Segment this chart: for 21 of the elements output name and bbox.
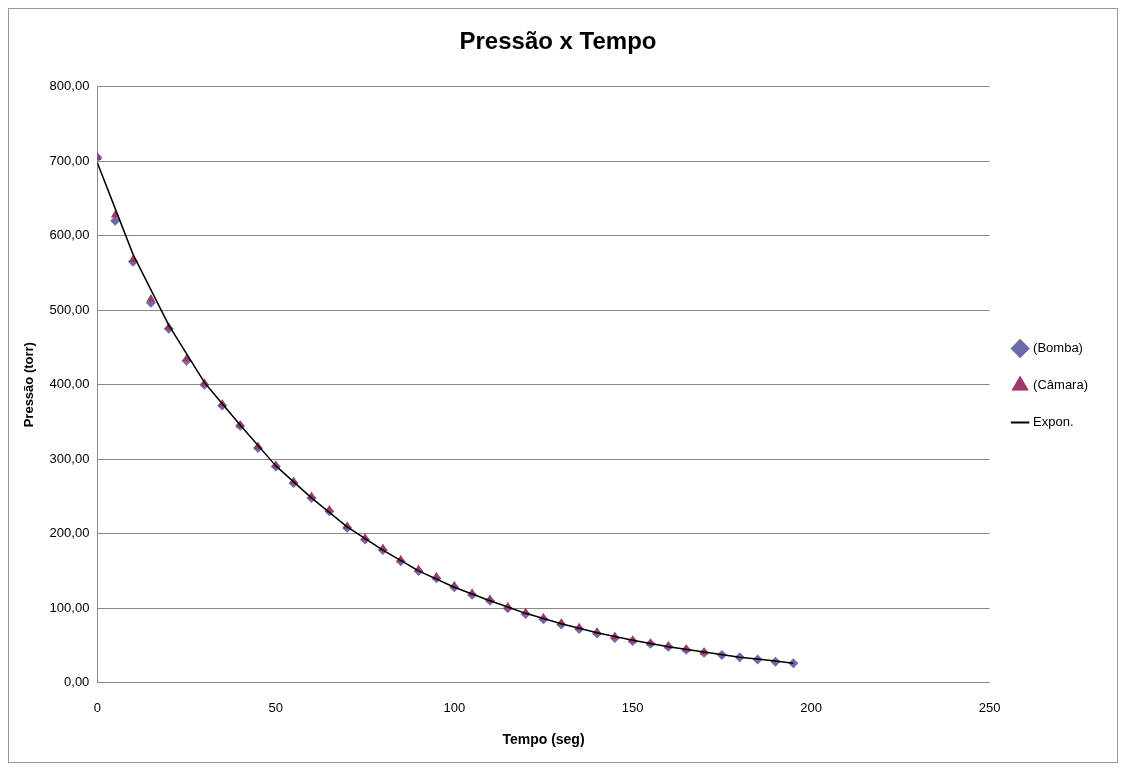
y-tick-label: 800,00 (49, 78, 90, 94)
x-tick-label: 0 (93, 699, 101, 715)
y-tick-label: 700,00 (49, 152, 90, 168)
x-tick-label: 50 (268, 699, 284, 715)
x-tick-label: 150 (621, 699, 644, 715)
y-tick-label: 0,00 (64, 674, 90, 690)
y-tick-label: 500,00 (49, 301, 90, 317)
x-tick-label: 100 (443, 699, 466, 715)
x-axis-title: Tempo (seg) (502, 731, 585, 748)
y-tick-label: 600,00 (49, 227, 90, 243)
y-tick-label: 200,00 (49, 525, 90, 541)
x-tick-label: 200 (800, 699, 823, 715)
y-axis-title: Pressão (torr) (21, 342, 37, 428)
y-tick-label: 300,00 (49, 450, 90, 466)
legend-label: (Bomba) (1033, 340, 1083, 356)
y-tick-label: 100,00 (49, 599, 90, 615)
legend-label: Expon. (1033, 414, 1074, 430)
legend-label: (Câmara) (1033, 377, 1089, 393)
y-tick-label: 400,00 (49, 376, 90, 392)
x-tick-label: 250 (978, 699, 1001, 715)
chart-title: Pressão x Tempo (459, 27, 657, 55)
